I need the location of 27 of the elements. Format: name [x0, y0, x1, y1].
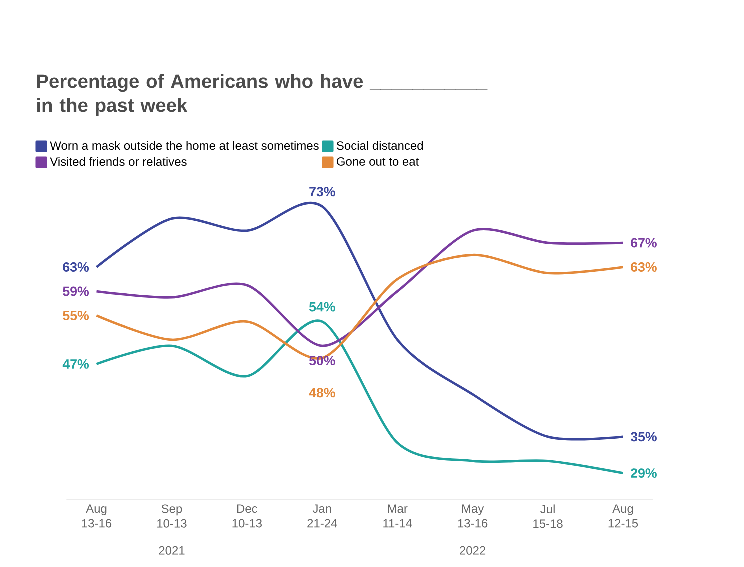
data-label: 63% — [63, 262, 90, 272]
x-tick-label: Sep 10-13 — [158, 504, 187, 528]
data-label: 48% — [309, 388, 336, 398]
data-label: 55% — [63, 311, 90, 321]
x-tick-label: Aug 12-15 — [608, 504, 638, 528]
legend-label: Social distanced — [336, 141, 424, 150]
text: 2022 — [460, 546, 486, 556]
x-tick-label: Mar 11-14 — [384, 504, 412, 528]
legend-label: Worn a mask outside the home at least sometimes — [50, 141, 319, 150]
data-label: 59% — [63, 286, 90, 296]
data-label: 35% — [630, 432, 657, 442]
x-tick-label: May 13-16 — [458, 504, 488, 528]
legend-label: Visited friends or relatives — [50, 157, 187, 166]
x-tick-label: Aug 13-16 — [82, 504, 112, 528]
text: 2021 — [159, 546, 185, 556]
x-tick-label: Jul 15-18 — [534, 504, 563, 528]
data-label: 47% — [62, 360, 90, 370]
x-tick-label: Dec 10-13 — [232, 504, 262, 528]
data-label: 63% — [631, 262, 657, 272]
data-label: 29% — [631, 468, 657, 478]
data-label: 73% — [310, 187, 336, 197]
data-label: 67% — [631, 238, 657, 248]
chart-title: Percentage of Americans who have ___________ in the past week — [37, 74, 488, 116]
data-label: 54% — [309, 302, 336, 312]
legend-label: Gone out to eat — [337, 158, 420, 166]
x-tick-label: Jan 21-24 — [308, 504, 338, 528]
data-label: 50% — [309, 356, 336, 366]
